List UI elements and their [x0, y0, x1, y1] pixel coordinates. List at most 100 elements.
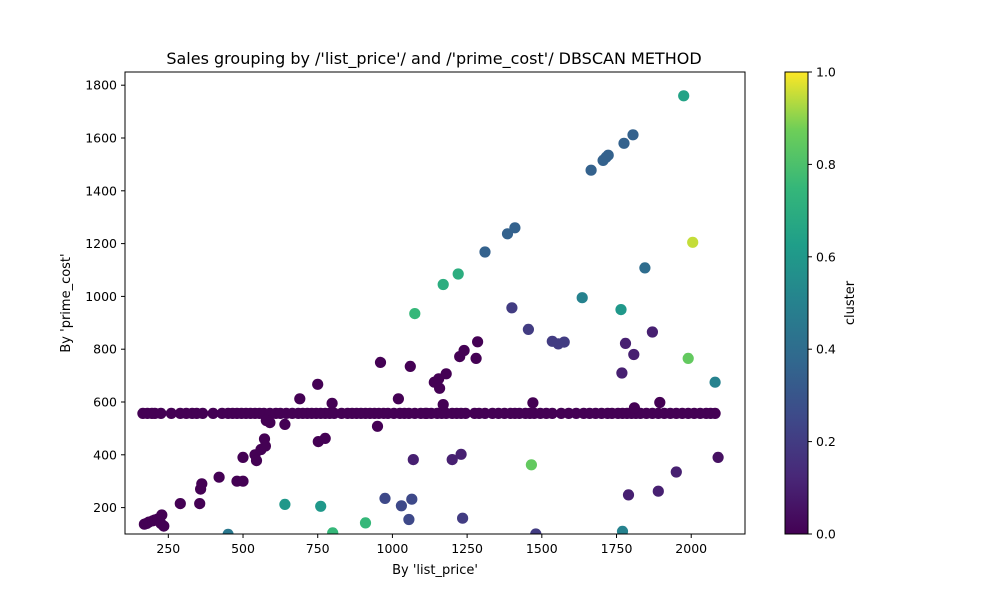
- data-point: [472, 336, 484, 348]
- data-point: [558, 336, 570, 348]
- colorbar-tick-label: 0.0: [816, 527, 836, 542]
- data-point: [525, 459, 538, 471]
- y-tick-label: 1400: [85, 183, 117, 198]
- data-point: [585, 164, 597, 176]
- y-tick-label: 1000: [85, 289, 117, 304]
- data-point: [457, 512, 469, 524]
- data-point: [616, 367, 628, 379]
- data-point: [530, 528, 542, 534]
- data-point: [709, 407, 721, 419]
- data-point: [409, 308, 421, 320]
- x-tick-label: 2000: [675, 541, 707, 556]
- data-point: [197, 407, 209, 419]
- x-tick-label: 1500: [526, 541, 558, 556]
- data-point: [652, 485, 664, 497]
- colorbar-label: cluster: [843, 280, 858, 325]
- data-point: [615, 304, 627, 316]
- colorbar: [784, 71, 809, 535]
- x-tick-label: 250: [156, 541, 180, 556]
- data-point: [237, 451, 249, 463]
- data-point: [213, 471, 225, 483]
- data-point: [326, 397, 338, 409]
- x-tick-label: 500: [231, 541, 255, 556]
- data-point: [379, 492, 391, 504]
- data-point: [250, 455, 263, 467]
- data-point: [407, 454, 419, 466]
- data-point: [452, 268, 464, 280]
- data-point: [404, 360, 416, 372]
- y-tick-label: 1200: [85, 236, 117, 251]
- data-point: [654, 396, 666, 409]
- plot-frame: [124, 71, 746, 535]
- data-point: [319, 432, 331, 444]
- data-point: [174, 498, 186, 510]
- data-point: [678, 90, 690, 102]
- x-axis: 250 500 750 1000 1250 1500 1750 2000: [156, 534, 707, 556]
- data-point: [294, 393, 306, 405]
- data-point: [506, 302, 518, 314]
- y-tick-label: 800: [93, 342, 117, 357]
- data-point: [712, 451, 724, 463]
- data-point: [670, 466, 682, 478]
- chart-title: Sales grouping by /'list_price'/ and /'p…: [166, 49, 701, 69]
- data-point: [207, 407, 219, 419]
- colorbar-tick-label: 1.0: [816, 65, 836, 80]
- data-point: [509, 222, 521, 234]
- data-point: [628, 348, 640, 361]
- data-point: [371, 420, 384, 432]
- data-point: [395, 500, 407, 512]
- data-point: [458, 344, 470, 357]
- data-point: [646, 326, 659, 338]
- data-point: [682, 352, 694, 364]
- data-point: [455, 448, 467, 460]
- data-point: [470, 352, 482, 364]
- data-point: [194, 498, 206, 510]
- data-point: [446, 454, 458, 466]
- x-axis-label: By 'list_price': [392, 563, 478, 578]
- data-point: [279, 418, 291, 430]
- colorbar-tick-label: 0.6: [816, 249, 836, 264]
- data-point: [406, 493, 418, 505]
- data-point: [419, 407, 431, 419]
- plot-area: [125, 72, 745, 534]
- data-point: [618, 137, 630, 149]
- data-point: [434, 382, 446, 394]
- colorbar-ticks: 0.0 0.2 0.4 0.6 0.8 1.0: [808, 65, 836, 542]
- data-point: [156, 509, 168, 521]
- data-point: [259, 440, 271, 452]
- y-tick-label: 200: [93, 500, 117, 515]
- data-point: [158, 520, 170, 532]
- data-point: [709, 376, 721, 388]
- x-tick-label: 1000: [377, 541, 409, 556]
- data-point: [619, 337, 632, 349]
- data-point: [628, 402, 641, 414]
- y-axis-label: By 'prime_cost': [59, 253, 74, 352]
- data-point: [576, 292, 588, 304]
- data-point: [437, 278, 449, 291]
- y-tick-label: 400: [93, 447, 117, 462]
- data-point: [546, 407, 558, 419]
- data-point: [639, 262, 651, 274]
- data-point: [315, 500, 327, 512]
- data-point: [327, 527, 339, 534]
- colorbar-tick-label: 0.4: [816, 342, 836, 357]
- data-point: [155, 407, 167, 419]
- data-point: [622, 489, 635, 501]
- x-tick-label: 1750: [601, 541, 633, 556]
- data-point: [403, 513, 415, 526]
- data-point: [359, 517, 372, 529]
- y-axis: 200 400 600 800 1000 1200 1400 1600 1800: [85, 78, 125, 515]
- data-point: [374, 356, 387, 368]
- colorbar-tick-label: 0.2: [816, 434, 836, 449]
- data-point: [165, 407, 177, 419]
- data-point: [479, 246, 491, 258]
- data-point: [616, 525, 629, 534]
- data-point: [312, 378, 324, 390]
- data-point: [437, 399, 449, 411]
- data-point: [196, 478, 208, 490]
- data-point: [279, 498, 291, 510]
- data-point: [687, 236, 699, 248]
- data-point: [460, 407, 472, 419]
- x-tick-label: 1250: [451, 541, 483, 556]
